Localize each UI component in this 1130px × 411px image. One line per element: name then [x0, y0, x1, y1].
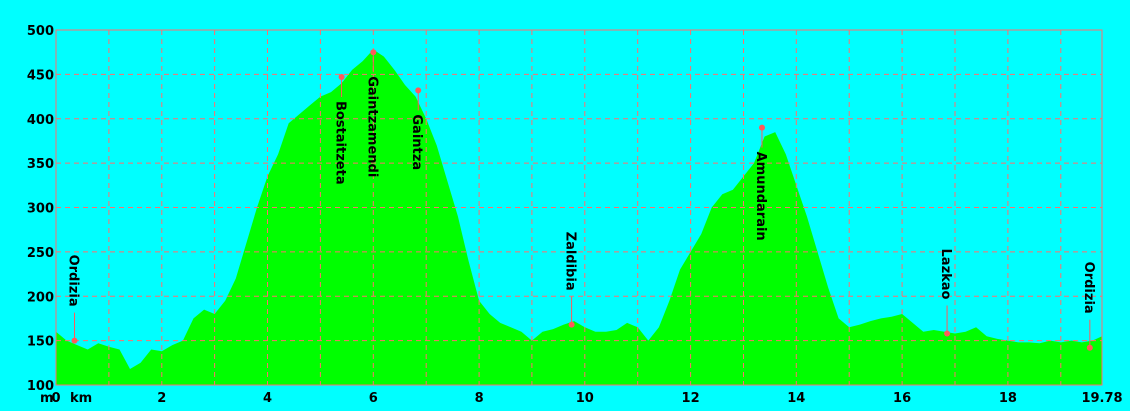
waypoint: Lazkao	[938, 249, 953, 337]
waypoint: Gaintzamendi	[364, 49, 379, 177]
waypoint-marker	[568, 321, 575, 328]
waypoint-marker	[759, 124, 765, 131]
x-tick-label: 6	[369, 391, 378, 406]
elevation-area	[56, 49, 1102, 385]
x-tick-label: 16	[893, 391, 911, 406]
y-tick-label: 350	[27, 157, 54, 172]
waypoint: Gaintza	[409, 87, 424, 170]
x-tick-label: 2	[157, 391, 166, 406]
y-tick-label: 200	[27, 290, 54, 305]
waypoint: Ordizia	[66, 255, 81, 344]
plot-frame	[55, 29, 1103, 386]
waypoint-label: Bostaitzeta	[333, 101, 348, 185]
x-tick-label: 12	[682, 391, 700, 406]
x-unit-label: km	[70, 391, 92, 406]
y-tick-label: 100	[27, 379, 54, 394]
waypoint: Zaldibia	[563, 232, 578, 328]
x-tick-label: 14	[787, 391, 805, 406]
y-tick-label: 450	[27, 68, 54, 83]
y-tick-label: 400	[27, 113, 54, 128]
waypoint-label: Gaintzamendi	[364, 76, 379, 177]
waypoint-label: Gaintza	[409, 114, 424, 170]
x-tick-label: 4	[263, 391, 272, 406]
waypoint: Bostaitzeta	[333, 74, 348, 185]
waypoint-label: Lazkao	[938, 249, 953, 300]
waypoint-marker	[338, 74, 345, 80]
x-tick-label: 19.78	[1081, 391, 1122, 406]
y-tick-label: 300	[27, 202, 54, 217]
waypoint-label: Amundarain	[753, 152, 768, 241]
y-unit-label: m	[40, 391, 54, 406]
waypoint-marker	[1086, 344, 1093, 351]
waypoint-marker	[415, 87, 422, 94]
x-tick-label: 18	[999, 391, 1017, 406]
x-tick-label: 0	[51, 391, 60, 406]
y-tick-label: 250	[27, 246, 54, 261]
y-tick-label: 150	[27, 335, 54, 350]
waypoint-label: Ordizia	[1081, 262, 1096, 314]
waypoint-label: Zaldibia	[563, 232, 578, 291]
waypoint-marker	[944, 330, 951, 337]
waypoint-label: Ordizia	[66, 255, 81, 307]
waypoint: Amundarain	[753, 124, 768, 241]
x-tick-label: 10	[576, 391, 594, 406]
waypoint-marker	[71, 337, 78, 344]
y-tick-label: 500	[27, 24, 54, 39]
waypoint-marker	[370, 49, 377, 56]
waypoint: Ordizia	[1081, 262, 1096, 351]
x-tick-label: 8	[475, 391, 484, 406]
